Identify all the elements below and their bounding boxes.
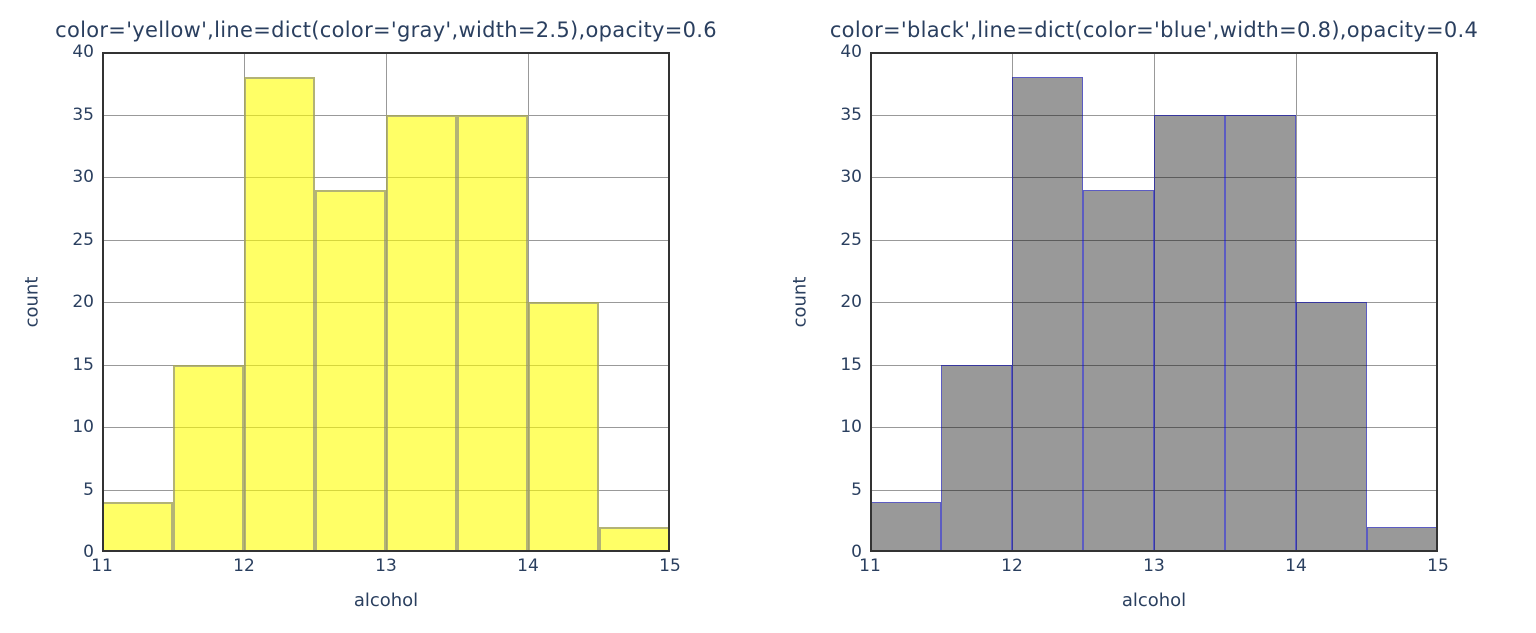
- histogram-bar[interactable]: [315, 189, 386, 552]
- y-tick-label: 5: [83, 479, 94, 500]
- y-tick-label: 0: [851, 542, 862, 562]
- chart-title: color='yellow',line=dict(color='gray',wi…: [55, 18, 717, 42]
- x-tick-label: 12: [233, 556, 255, 576]
- y-tick-label: 15: [840, 354, 862, 375]
- histogram-bar[interactable]: [244, 77, 315, 552]
- y-tick-label: 20: [840, 292, 862, 312]
- histogram-bar[interactable]: [941, 364, 1012, 552]
- y-tick-label: 0: [83, 542, 94, 562]
- y-tick-label: 25: [72, 229, 94, 250]
- y-tick-label: 30: [840, 167, 862, 187]
- histogram-bar[interactable]: [173, 364, 244, 552]
- histogram-bar[interactable]: [102, 502, 173, 552]
- y-axis-title: count: [789, 276, 811, 328]
- y-tick-label: 40: [72, 42, 94, 62]
- histogram-bar[interactable]: [1154, 114, 1225, 552]
- y-tick-label: 10: [840, 417, 862, 437]
- histogram-bar[interactable]: [386, 114, 457, 552]
- y-tick-label: 15: [72, 354, 94, 375]
- histogram-bar[interactable]: [1367, 527, 1438, 552]
- y-tick-label: 35: [72, 104, 94, 125]
- y-tick-label: 25: [840, 229, 862, 250]
- gridline-vertical: [1012, 52, 1013, 552]
- x-tick-label: 15: [1427, 556, 1449, 576]
- x-axis-title: alcohol: [1121, 590, 1187, 611]
- y-axis-title: count: [21, 276, 43, 328]
- histogram-bar[interactable]: [870, 502, 941, 552]
- histogram-bar[interactable]: [1296, 302, 1367, 552]
- plot-area[interactable]: [102, 52, 670, 552]
- x-tick-label: 14: [517, 556, 539, 576]
- y-tick-label: 40: [840, 42, 862, 62]
- gridline-vertical: [1154, 52, 1155, 552]
- histogram-bar[interactable]: [599, 527, 670, 552]
- x-tick-label: 13: [1143, 556, 1165, 576]
- y-tick-label: 10: [72, 417, 94, 437]
- x-tick-label: 12: [1001, 556, 1023, 576]
- y-tick-label: 20: [72, 292, 94, 312]
- x-tick-label: 11: [91, 556, 113, 576]
- x-tick-label: 14: [1285, 556, 1307, 576]
- histogram-bar[interactable]: [1083, 189, 1154, 552]
- chart-title: color='black',line=dict(color='blue',wid…: [829, 18, 1479, 42]
- chart-panel: color='yellow',line=dict(color='gray',wi…: [21, 18, 717, 611]
- histogram-bar[interactable]: [1225, 114, 1296, 552]
- plot-area[interactable]: [870, 52, 1438, 552]
- histogram-bar[interactable]: [528, 302, 599, 552]
- y-tick-label: 35: [840, 104, 862, 125]
- chart-panel: color='black',line=dict(color='blue',wid…: [768, 0, 1536, 633]
- y-tick-label: 30: [72, 167, 94, 187]
- x-axis-title: alcohol: [353, 590, 419, 611]
- x-tick-label: 11: [859, 556, 881, 576]
- histogram-bar[interactable]: [457, 114, 528, 552]
- y-tick-label: 5: [851, 479, 862, 500]
- histogram-bar[interactable]: [1012, 77, 1083, 552]
- x-tick-label: 15: [659, 556, 681, 576]
- x-tick-label: 13: [375, 556, 397, 576]
- gridline-vertical: [1296, 52, 1297, 552]
